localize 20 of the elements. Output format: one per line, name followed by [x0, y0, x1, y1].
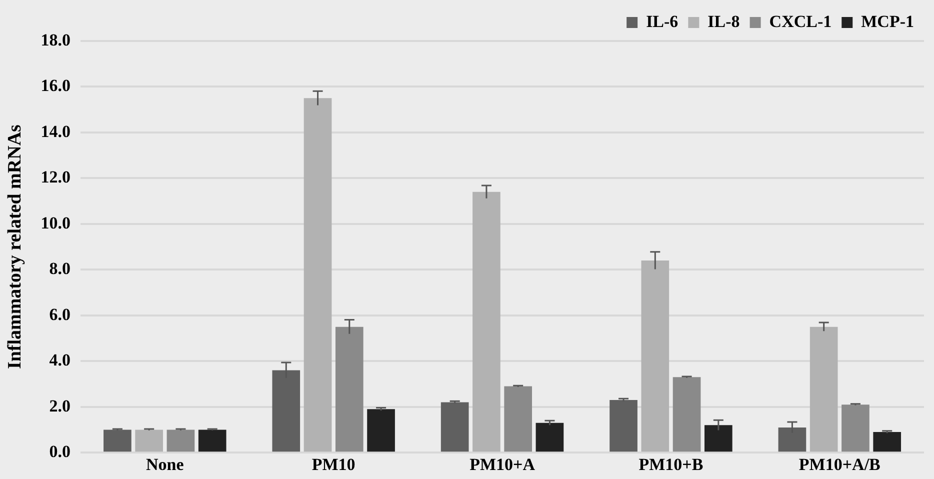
y-tick-label: 8.0	[49, 259, 71, 278]
x-tick-label: PM10+A/B	[798, 455, 880, 474]
x-tick-label: None	[146, 455, 184, 474]
y-tick-label: 4.0	[49, 350, 71, 370]
x-tick-label: PM10+A	[470, 455, 536, 474]
legend-label: IL-8	[708, 12, 740, 31]
y-tick-label: 12.0	[40, 168, 71, 187]
y-axis-title: Inflammatory related mRNAs	[4, 124, 26, 370]
x-tick-label: PM10+B	[638, 455, 704, 474]
y-tick-label: 2.0	[49, 396, 71, 416]
y-tick-label: 6.0	[49, 304, 71, 324]
legend-label: IL-6	[646, 12, 678, 31]
y-tick-label: 10.0	[40, 213, 71, 232]
y-tick-label: 14.0	[40, 122, 71, 141]
legend-label: CXCL-1	[769, 12, 832, 31]
y-tick-label: 0.0	[49, 442, 71, 461]
y-tick-label: 16.0	[40, 76, 71, 96]
x-tick-label: PM10	[312, 455, 356, 474]
legend-label: MCP-1	[861, 12, 914, 31]
y-tick-label: 18.0	[40, 30, 71, 50]
